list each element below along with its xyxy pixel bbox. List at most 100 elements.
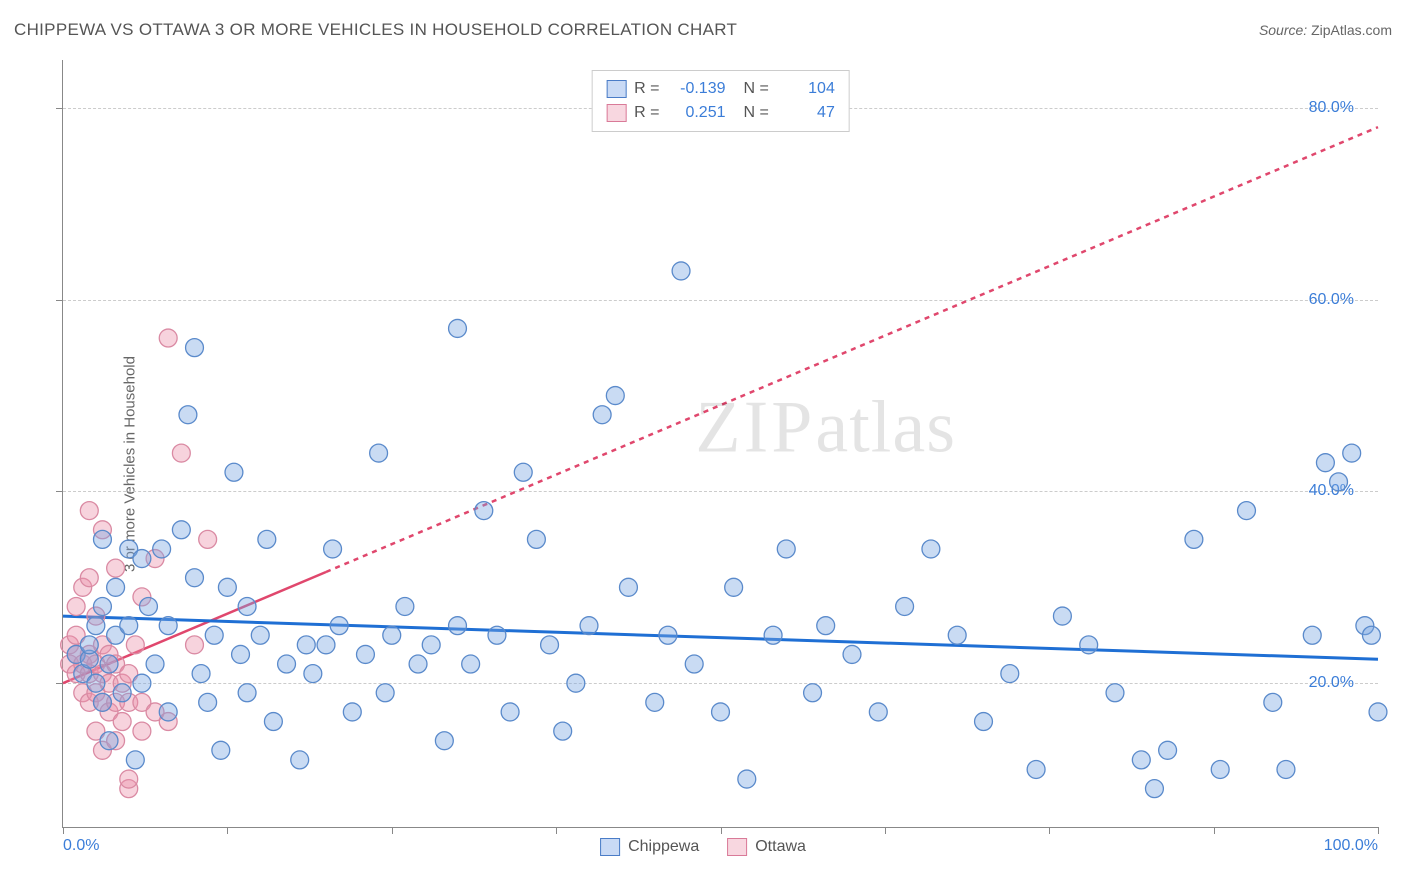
point-chippewa	[264, 713, 282, 731]
point-chippewa	[324, 540, 342, 558]
point-chippewa	[80, 636, 98, 654]
point-chippewa	[896, 597, 914, 615]
point-chippewa	[343, 703, 361, 721]
plot-area: 20.0%40.0%60.0%80.0% 0.0%100.0% ZIPatlas…	[62, 60, 1378, 828]
x-tick	[885, 827, 886, 834]
point-chippewa	[1303, 626, 1321, 644]
point-chippewa	[1316, 454, 1334, 472]
point-chippewa	[1211, 760, 1229, 778]
point-chippewa	[1132, 751, 1150, 769]
legend-swatch	[606, 80, 626, 98]
point-chippewa	[1264, 693, 1282, 711]
point-chippewa	[153, 540, 171, 558]
point-chippewa	[232, 645, 250, 663]
legend-r-value: -0.139	[668, 77, 726, 101]
legend-n-value: 47	[777, 101, 835, 125]
point-chippewa	[1106, 684, 1124, 702]
point-chippewa	[225, 463, 243, 481]
x-tick	[63, 827, 64, 834]
point-chippewa	[376, 684, 394, 702]
point-chippewa	[159, 703, 177, 721]
legend-series-label: Chippewa	[628, 838, 699, 856]
point-chippewa	[297, 636, 315, 654]
point-ottawa	[113, 713, 131, 731]
x-tick	[1214, 827, 1215, 834]
point-chippewa	[869, 703, 887, 721]
point-chippewa	[172, 521, 190, 539]
point-ottawa	[67, 597, 85, 615]
point-ottawa	[80, 502, 98, 520]
point-chippewa	[179, 406, 197, 424]
x-tick-label: 100.0%	[1324, 837, 1378, 855]
point-chippewa	[186, 339, 204, 357]
point-chippewa	[186, 569, 204, 587]
point-chippewa	[580, 617, 598, 635]
point-chippewa	[100, 732, 118, 750]
point-chippewa	[1330, 473, 1348, 491]
point-chippewa	[251, 626, 269, 644]
point-chippewa	[1238, 502, 1256, 520]
point-chippewa	[1277, 760, 1295, 778]
point-chippewa	[126, 751, 144, 769]
legend-r-value: 0.251	[668, 101, 726, 125]
point-chippewa	[140, 597, 158, 615]
point-chippewa	[238, 597, 256, 615]
legend-correlation: R =-0.139N =104R =0.251N =47	[591, 70, 850, 132]
point-chippewa	[475, 502, 493, 520]
point-chippewa	[100, 655, 118, 673]
point-chippewa	[501, 703, 519, 721]
point-chippewa	[843, 645, 861, 663]
point-chippewa	[87, 674, 105, 692]
point-chippewa	[435, 732, 453, 750]
legend-row: R =0.251N =47	[606, 101, 835, 125]
point-chippewa	[258, 530, 276, 548]
point-chippewa	[764, 626, 782, 644]
legend-r-label: R =	[634, 77, 659, 101]
point-chippewa	[1159, 741, 1177, 759]
point-chippewa	[212, 741, 230, 759]
point-chippewa	[712, 703, 730, 721]
x-tick	[392, 827, 393, 834]
point-chippewa	[304, 665, 322, 683]
point-chippewa	[317, 636, 335, 654]
point-ottawa	[186, 636, 204, 654]
point-chippewa	[120, 617, 138, 635]
point-chippewa	[975, 713, 993, 731]
point-chippewa	[133, 674, 151, 692]
point-chippewa	[527, 530, 545, 548]
x-tick	[1049, 827, 1050, 834]
x-tick	[227, 827, 228, 834]
point-chippewa	[948, 626, 966, 644]
chart-header: CHIPPEWA VS OTTAWA 3 OR MORE VEHICLES IN…	[14, 20, 1392, 40]
y-tick	[56, 491, 63, 492]
scatter-svg	[63, 60, 1378, 827]
legend-n-label: N =	[744, 77, 769, 101]
source-attribution: Source: ZipAtlas.com	[1259, 22, 1392, 38]
legend-series-item: Chippewa	[600, 838, 699, 856]
point-chippewa	[1146, 780, 1164, 798]
y-tick	[56, 108, 63, 109]
point-chippewa	[199, 693, 217, 711]
legend-n-label: N =	[744, 101, 769, 125]
point-chippewa	[409, 655, 427, 673]
point-chippewa	[606, 387, 624, 405]
legend-n-value: 104	[777, 77, 835, 101]
point-chippewa	[383, 626, 401, 644]
point-chippewa	[659, 626, 677, 644]
legend-series-label: Ottawa	[755, 838, 806, 856]
point-ottawa	[107, 559, 125, 577]
point-ottawa	[120, 770, 138, 788]
point-chippewa	[541, 636, 559, 654]
point-chippewa	[725, 578, 743, 596]
legend-swatch	[606, 104, 626, 122]
correlation-chart: 3 or more Vehicles in Household 20.0%40.…	[14, 50, 1392, 878]
point-chippewa	[554, 722, 572, 740]
point-chippewa	[462, 655, 480, 673]
point-chippewa	[1369, 703, 1387, 721]
legend-series: Chippewa Ottawa	[600, 838, 806, 856]
point-chippewa	[94, 693, 112, 711]
point-chippewa	[449, 617, 467, 635]
point-chippewa	[87, 617, 105, 635]
point-chippewa	[107, 578, 125, 596]
legend-series-item: Ottawa	[727, 838, 806, 856]
